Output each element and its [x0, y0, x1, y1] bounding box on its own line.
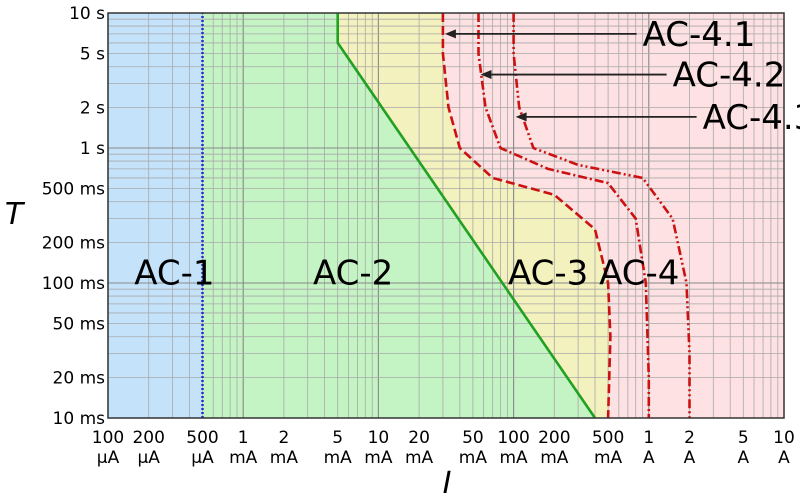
plot-frame: [107, 12, 785, 419]
x-tick-label: 200: [538, 428, 570, 448]
x-tick-label: 1: [643, 428, 654, 448]
x-tick-label: 50: [462, 428, 484, 448]
y-tick-label: 20 ms: [53, 368, 106, 388]
series-lines: [201, 13, 691, 419]
y-tick-label: 10 s: [69, 4, 105, 24]
x-tick-unit: mA: [405, 448, 434, 468]
plot-border: [107, 12, 785, 419]
y-tick-label: 500 ms: [42, 180, 105, 200]
x-tick-unit: µA: [137, 448, 160, 468]
x-tick-label: 200: [132, 428, 164, 448]
x-tick-unit: A: [778, 448, 790, 468]
tick-labels: 100µA200µA500µA1mA2mA5mA10mA20mA50mA100m…: [42, 4, 795, 468]
series-line-ac-4-2: [477, 13, 651, 418]
x-tick-unit: mA: [324, 448, 353, 468]
x-tick-unit: A: [643, 448, 655, 468]
annotation-label-ac-4-3: AC-4.3: [703, 98, 800, 138]
x-axis-title: I: [443, 466, 452, 500]
x-tick-label: 5: [332, 428, 343, 448]
x-tick-label: 1: [238, 428, 249, 448]
x-tick-unit: mA: [499, 448, 528, 468]
x-tick-unit: mA: [229, 448, 258, 468]
annotation-label-ac-4-1: AC-4.1: [643, 15, 756, 55]
x-tick-unit: mA: [594, 448, 623, 468]
x-tick-unit: mA: [270, 448, 299, 468]
zone-ac-1-fill: [108, 13, 203, 418]
zone-label-ac-2: AC-2: [313, 253, 393, 293]
annotations: AC-4.1AC-4.2AC-4.3: [444, 15, 800, 138]
y-tick-label: 1 s: [80, 139, 105, 159]
zone-labels: AC-1 AC-2 AC-3 AC-4: [134, 253, 679, 293]
x-tick-label: 500: [592, 428, 624, 448]
arrow-head-ac-4-2: [480, 70, 492, 80]
y-tick-label: 50 ms: [53, 315, 106, 335]
x-tick-label: 5: [738, 428, 749, 448]
y-tick-label: 10 ms: [53, 409, 106, 429]
series-line-ac-4-3: [512, 13, 691, 418]
x-tick-label: 2: [684, 428, 695, 448]
x-tick-unit: mA: [459, 448, 488, 468]
arrow-head-ac-4-1: [444, 29, 456, 39]
y-tick-label: 2 s: [80, 98, 105, 118]
x-tick-unit: A: [684, 448, 696, 468]
arrow-head-ac-4-3: [515, 112, 527, 122]
y-tick-label: 100 ms: [42, 274, 105, 294]
y-axis-title: T: [5, 197, 26, 232]
y-tick-label: 5 s: [80, 45, 105, 65]
x-tick-unit: µA: [97, 448, 120, 468]
grid: [107, 13, 784, 418]
x-tick-label: 500: [186, 428, 218, 448]
x-tick-unit: mA: [540, 448, 569, 468]
zone-label-ac-4: AC-4: [599, 253, 679, 293]
y-tick-label: 200 ms: [42, 233, 105, 253]
x-tick-unit: µA: [191, 448, 214, 468]
x-tick-label: 2: [278, 428, 289, 448]
zone-label-ac-1: AC-1: [134, 253, 214, 293]
boundary-ac-2-ac-3: [336, 13, 597, 419]
x-tick-unit: A: [737, 448, 749, 468]
x-tick-label: 20: [408, 428, 430, 448]
x-tick-label: 100: [497, 428, 529, 448]
x-tick-label: 10: [368, 428, 390, 448]
annotation-label-ac-4-2: AC-4.2: [673, 56, 786, 96]
series-line-ac-4-1: [441, 13, 612, 419]
zone-label-ac-3: AC-3: [508, 253, 588, 293]
x-tick-label: 10: [773, 428, 795, 448]
x-tick-label: 100: [92, 428, 124, 448]
x-tick-unit: mA: [364, 448, 393, 468]
